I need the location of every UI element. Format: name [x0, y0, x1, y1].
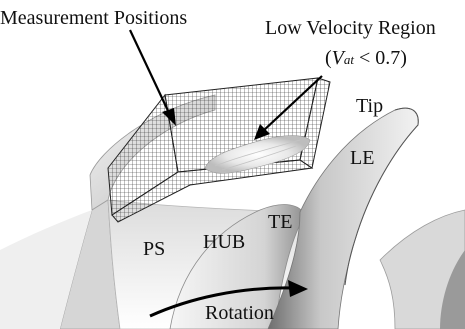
rotation-label: Rotation [205, 302, 274, 324]
outer-casing-left [0, 210, 92, 329]
le-label: LE [350, 147, 375, 169]
low-velocity-region-label: Low Velocity Region [265, 17, 436, 39]
velocity-symbol: V [331, 47, 344, 69]
measurement-positions-label: Measurement Positions [0, 7, 188, 29]
hub-label: HUB [203, 231, 246, 253]
far-right-blade-shadow [440, 250, 465, 329]
paren-open: ( [325, 47, 332, 69]
tip-label: Tip [356, 95, 384, 117]
threshold-value: < 0.7) [354, 47, 407, 69]
rotation-arrow [149, 280, 308, 318]
measurement-mesh-floor [111, 159, 314, 223]
low-velocity-arrow [254, 75, 323, 140]
low-velocity-region-texture [214, 139, 301, 171]
right-blade-edge [344, 107, 419, 286]
te-label: TE [268, 211, 293, 233]
velocity-subscript: at [343, 52, 355, 67]
ps-label: PS [143, 238, 166, 260]
velocity-threshold-label: (Vat < 0.7) [325, 48, 407, 68]
measurement-arrow [129, 29, 176, 126]
